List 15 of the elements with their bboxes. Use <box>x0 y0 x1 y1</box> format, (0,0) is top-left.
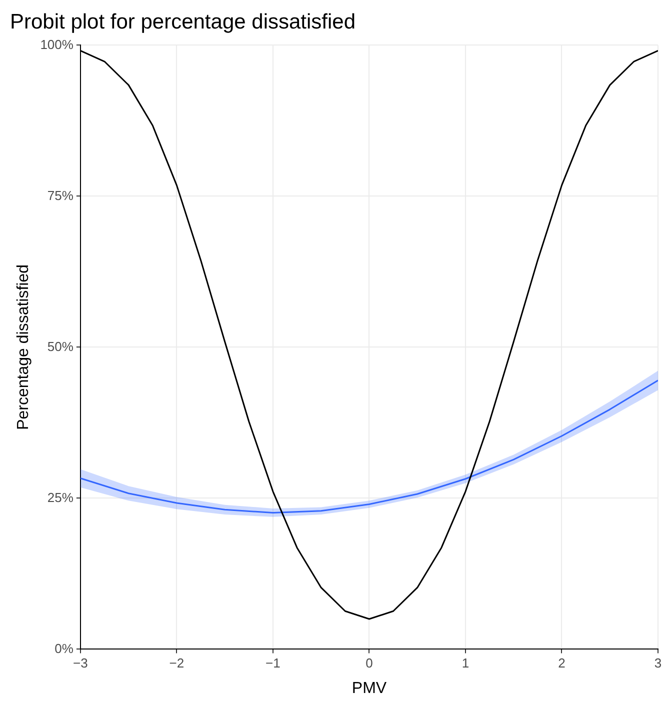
y-tick-label: 75% <box>47 188 74 203</box>
x-tick-label: −1 <box>266 656 280 671</box>
x-tick-label: 0 <box>366 656 373 671</box>
y-axis-title: Percentage dissatisfied <box>15 264 32 430</box>
x-tick-label: −2 <box>169 656 184 671</box>
x-tick-label: 1 <box>462 656 470 671</box>
x-tick-label: 3 <box>654 656 662 671</box>
y-tick-label: 100% <box>40 36 74 52</box>
x-axis-title: PMV <box>352 680 387 697</box>
chart-title: Probit plot for percentage dissatisfied <box>10 10 356 34</box>
x-tick-label: 2 <box>558 656 566 671</box>
y-tick-label: 50% <box>47 338 74 354</box>
x-tick-label: −3 <box>73 656 88 671</box>
y-tick-label: 25% <box>47 490 74 505</box>
y-tick-label: 0% <box>54 640 74 656</box>
